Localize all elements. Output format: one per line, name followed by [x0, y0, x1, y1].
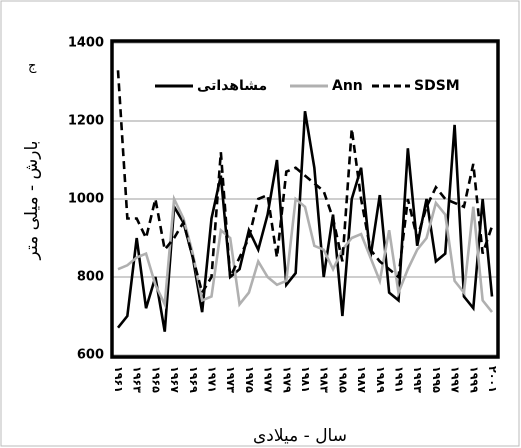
- x-tick-label: ۱۹۶۳: [131, 366, 144, 393]
- x-tick-label: ۱۹۹۹: [467, 366, 480, 393]
- legend-label: Ann: [332, 78, 363, 94]
- x-tick-label: ۱۹۹۳: [411, 366, 424, 393]
- series-line: [116, 111, 494, 332]
- x-tick-label: ۱۹۶۹: [187, 366, 200, 393]
- series-line: [117, 194, 494, 313]
- x-tick-label: ۱۹۷۱: [206, 366, 219, 393]
- y-tick-label: 600: [77, 348, 104, 363]
- x-tick-label: ۱۹۸۹: [374, 366, 387, 393]
- x-tick-label: ۱۹۹۱: [393, 366, 406, 393]
- y-tick-label: 1400: [68, 36, 104, 51]
- x-tick-label: ۱۹۶۷: [168, 366, 181, 393]
- x-tick-label: ۱۹۹۵: [430, 366, 443, 393]
- legend-label: مشاهداتی: [197, 78, 267, 94]
- y-tick-label: 800: [77, 270, 104, 285]
- series-line: [116, 70, 494, 296]
- x-tick-label: ۱۹۷۵: [243, 366, 256, 393]
- x-tick-label: ۱۹۹۷: [449, 366, 462, 393]
- x-axis-title: سال - میلادی: [253, 426, 347, 446]
- x-tick-label: ۱۹۸۳: [318, 366, 331, 393]
- y-tick-label: 1000: [68, 192, 104, 207]
- x-tick-label: ۲۰۰۱: [486, 366, 499, 393]
- x-tick-label: ۱۹۶۵: [149, 366, 162, 393]
- legend-label: SDSM: [414, 78, 460, 94]
- x-tick-label: ۱۹۶۱: [112, 366, 125, 393]
- y-axis-title: بارش - میلی متر: [22, 141, 42, 261]
- x-tick-label: ۱۹۸۱: [299, 366, 312, 393]
- x-tick-label: ۱۹۷۷: [262, 366, 275, 393]
- x-tick-label: ۱۹۷۹: [280, 366, 293, 393]
- x-tick-label: ۱۹۸۵: [336, 366, 349, 393]
- plot-frame: [110, 39, 500, 359]
- y-tick-label: 1200: [68, 114, 104, 129]
- x-tick-label: ۱۹۸۷: [355, 366, 368, 393]
- corner-note: ج: [28, 59, 37, 74]
- x-tick-label: ۱۹۷۳: [224, 366, 237, 393]
